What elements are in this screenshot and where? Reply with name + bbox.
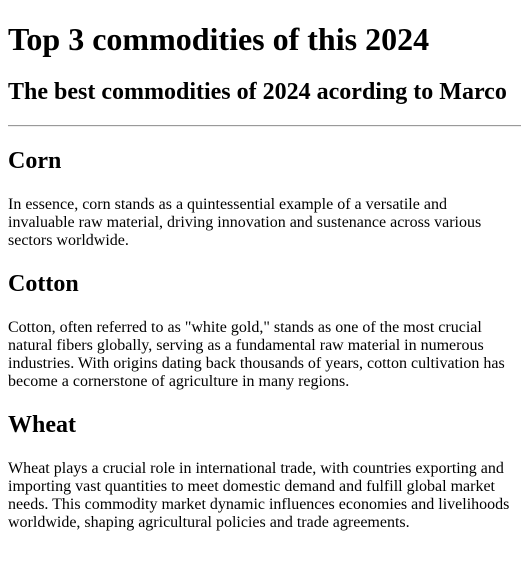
section-heading: Wheat <box>8 412 76 438</box>
section-body: Wheat plays a crucial role in internatio… <box>8 460 510 531</box>
section-cotton: Cotton Cotton, often referred to as "whi… <box>8 271 521 391</box>
section-body: In essence, corn stands as a quintessent… <box>8 196 482 249</box>
section-body: Cotton, often referred to as "white gold… <box>8 319 505 390</box>
section-heading: Cotton <box>8 271 79 297</box>
section-wheat: Wheat Wheat plays a crucial role in inte… <box>8 412 521 532</box>
document-page: Top 3 commodities of this 2024 The best … <box>0 21 529 532</box>
divider <box>8 125 521 127</box>
page-title: Top 3 commodities of this 2024 <box>8 21 430 57</box>
page-subtitle: The best commodities of 2024 acording to… <box>8 79 507 105</box>
section-heading: Corn <box>8 148 62 174</box>
section-corn: Corn In essence, corn stands as a quinte… <box>8 148 521 250</box>
